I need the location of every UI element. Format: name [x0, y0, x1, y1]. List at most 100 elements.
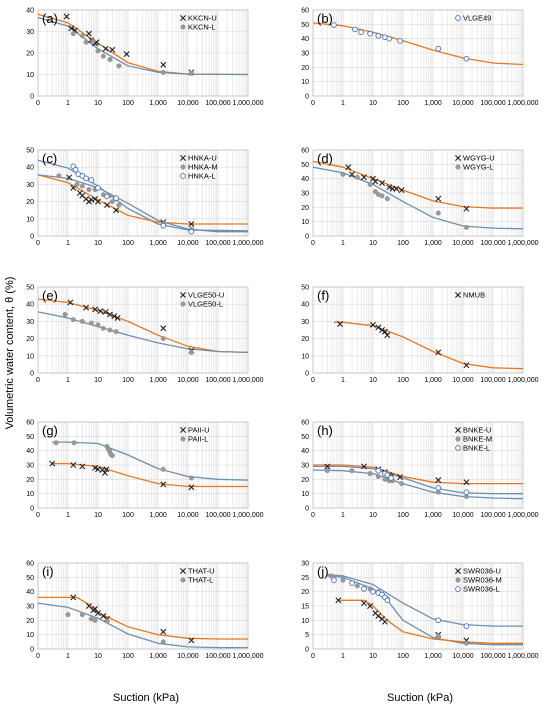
x-tick-label: 1 [341, 100, 345, 107]
data-point [95, 610, 101, 617]
data-point [337, 320, 344, 327]
grid-i [37, 562, 248, 650]
panel-label: (c) [42, 151, 57, 166]
legend-entry: WGYG-U [463, 154, 495, 163]
series-SWR036-L [331, 577, 470, 629]
data-point [352, 26, 358, 33]
x-tick-label: 100,000 [480, 100, 505, 107]
x-tick-label: 1,000,000 [232, 653, 263, 660]
data-point [463, 205, 470, 212]
data-point [397, 37, 403, 44]
data-point [349, 171, 356, 178]
data-point [160, 325, 167, 332]
legend-marker [455, 155, 461, 161]
data-point [70, 462, 77, 468]
legend-b: VLGE49 [455, 14, 491, 23]
data-point [463, 640, 469, 646]
data-point [92, 605, 99, 612]
x-tick-label: 1 [66, 240, 70, 247]
x-tick-label: 1,000,000 [232, 377, 263, 384]
plot-frame-i [37, 562, 249, 650]
grid-g [37, 421, 248, 509]
data-point [188, 228, 195, 235]
y-tick-label: 30 [26, 182, 34, 189]
legend-marker [455, 427, 461, 433]
x-tick-label: 10 [94, 100, 102, 107]
data-point [435, 349, 442, 356]
x-tick-label: 1,000,000 [507, 240, 538, 247]
y-tick-label: 50 [26, 575, 34, 582]
data-point [68, 25, 75, 32]
data-point [106, 311, 113, 318]
data-point [331, 22, 337, 28]
x-tick-label: 0 [311, 512, 315, 519]
y-tick-label: 0 [305, 506, 309, 513]
legend-f: NMUB [455, 291, 485, 300]
y-tick-label: 60 [301, 420, 309, 427]
x-tick-label: 1,000,000 [507, 653, 538, 660]
data-point [386, 35, 393, 42]
legend-entry: HNKA-M [188, 163, 218, 172]
y-tick-label: 10 [301, 219, 309, 226]
series-WGYG-L [340, 171, 469, 230]
data-point [95, 48, 101, 54]
x-tick-label: 1,000 [424, 377, 442, 384]
x-tick-label: 10,000 [177, 377, 199, 384]
plot-frame-d [312, 149, 524, 237]
data-point [70, 184, 77, 191]
data-point [388, 475, 394, 481]
series-PAII-L [53, 440, 194, 481]
y-tick-label: 40 [26, 448, 34, 455]
data-point [345, 164, 352, 171]
data-point [381, 328, 388, 335]
series-VLGE50-U [67, 299, 195, 354]
x-tick-label: 1,000,000 [507, 512, 538, 519]
data-point [372, 178, 379, 185]
fitted-curve-orange [334, 321, 524, 370]
legend-entry: SWR036-U [463, 567, 501, 576]
x-tick-label: 100 [122, 377, 134, 384]
x-tick-label: 1,000,000 [232, 100, 263, 107]
data-point [435, 485, 442, 491]
series-VLGE49 [331, 22, 470, 62]
y-tick-label: 20 [26, 336, 34, 343]
panel-label: (j) [317, 564, 329, 579]
grid-f [312, 286, 523, 374]
x-tick-label: 10,000 [177, 512, 199, 519]
data-point [70, 31, 76, 37]
data-point [56, 173, 62, 179]
legend-marker [180, 155, 186, 161]
data-point [104, 618, 110, 624]
data-point [360, 174, 367, 181]
fitted-curve-blue [312, 469, 524, 500]
legend-entry: BNKE-M [463, 435, 492, 444]
x-tick-label: 100 [397, 100, 409, 107]
data-point [393, 185, 400, 192]
data-point [92, 464, 99, 471]
legend-entry: HNKA-U [188, 154, 217, 163]
legend-marker [180, 173, 186, 179]
x-tick-label: 10 [94, 377, 102, 384]
y-tick-label: 0 [30, 371, 34, 378]
data-point [367, 30, 373, 37]
plot-frame-e [37, 286, 249, 374]
x-tick-label: 100,000 [480, 653, 505, 660]
data-point [65, 612, 71, 618]
y-tick-label: 15 [301, 604, 309, 611]
fitted-curve-orange [37, 174, 248, 225]
y-tick-label: 0 [30, 647, 34, 654]
data-point [340, 577, 346, 583]
x-tick-label: 1,000,000 [507, 377, 538, 384]
data-point [370, 588, 376, 595]
data-point [113, 329, 119, 335]
y-tick-label: 20 [26, 618, 34, 625]
legend-entry: HNKA-L [188, 172, 216, 181]
plot-frame-a [37, 9, 249, 97]
legend-marker [455, 568, 461, 574]
legend-marker [180, 24, 186, 30]
data-point [109, 453, 115, 459]
y-tick-label: 50 [26, 285, 34, 292]
